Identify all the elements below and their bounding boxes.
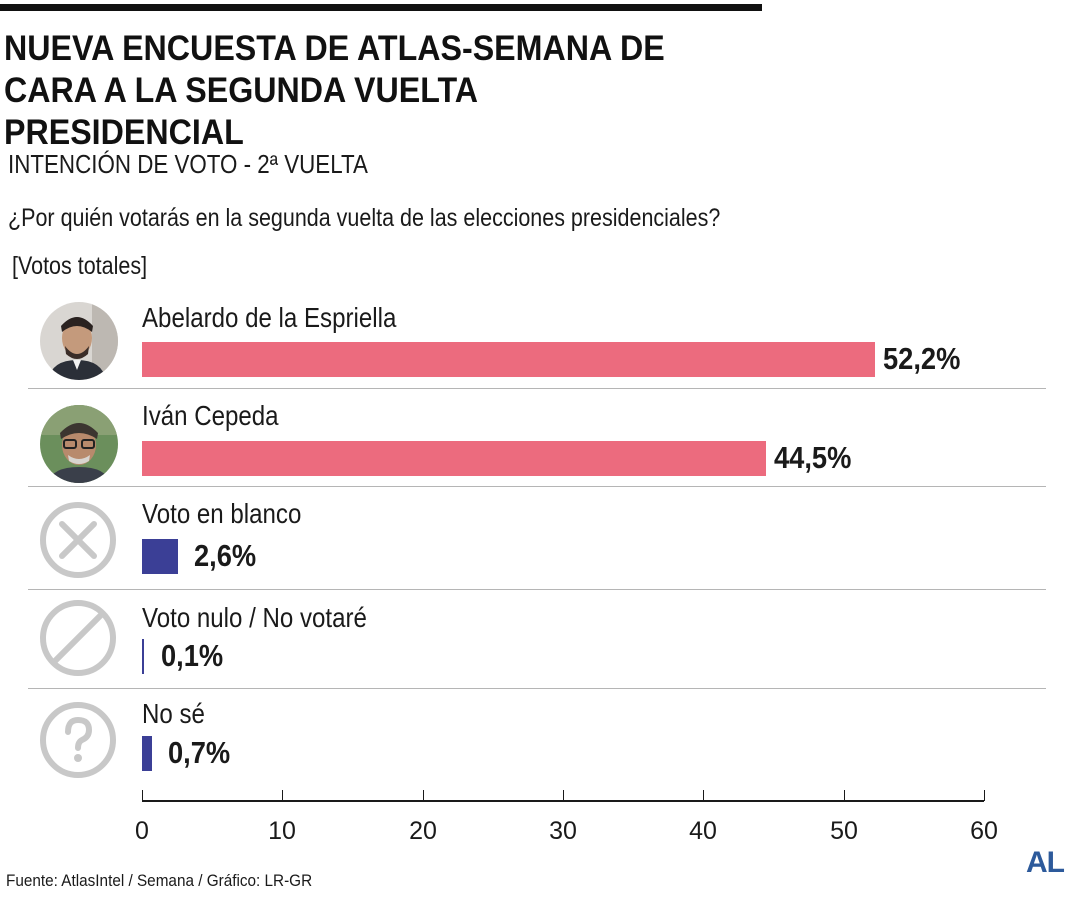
row-divider xyxy=(28,589,1046,590)
x-axis-tick-label: 10 xyxy=(268,817,296,845)
x-axis-tick xyxy=(984,790,985,801)
bar-cepeda xyxy=(142,441,767,476)
x-axis-tick xyxy=(844,790,845,801)
title-line-1: NUEVA ENCUESTA DE ATLAS-SEMANA DE xyxy=(4,29,665,68)
avatar xyxy=(40,405,118,483)
x-axis-tick xyxy=(423,790,424,801)
units-label: [Votos totales] xyxy=(12,252,148,280)
row-divider xyxy=(28,388,1046,389)
chart-title: NUEVA ENCUESTA DE ATLAS-SEMANA DE CARA A… xyxy=(4,28,722,154)
bar-value-label: 0,7% xyxy=(168,735,231,770)
category-label: Abelardo de la Espriella xyxy=(142,302,397,333)
prohibited-icon xyxy=(38,598,118,678)
bar-value-label: 2,6% xyxy=(194,538,257,573)
category-label: No sé xyxy=(142,698,205,729)
bar-value-label: 0,1% xyxy=(161,638,224,673)
x-circle-icon xyxy=(38,500,118,580)
category-label: Iván Cepeda xyxy=(142,400,279,431)
bar-voto-nulo xyxy=(142,639,144,674)
candidate-1-photo-icon xyxy=(40,302,118,380)
x-axis-tick-label: 20 xyxy=(409,817,437,845)
bar-voto-blanco xyxy=(142,539,179,574)
row-divider xyxy=(28,486,1046,487)
candidate-2-photo-icon xyxy=(40,405,118,483)
x-axis-tick xyxy=(142,790,143,801)
question-circle-icon xyxy=(38,700,118,780)
bar-value-label: 44,5% xyxy=(774,440,852,475)
survey-question: ¿Por quién votarás en la segunda vuelta … xyxy=(8,204,721,232)
row-divider xyxy=(28,688,1046,689)
source-note: Fuente: AtlasIntel / Semana / Gráfico: L… xyxy=(6,871,313,890)
chart-subtitle: INTENCIÓN DE VOTO - 2ª VUELTA xyxy=(8,149,368,179)
x-axis-tick xyxy=(703,790,704,801)
x-axis-line xyxy=(142,800,984,802)
x-axis-tick-label: 0 xyxy=(135,817,149,845)
x-axis-tick xyxy=(563,790,564,801)
avatar xyxy=(40,302,118,380)
bar-value-label: 52,2% xyxy=(882,341,960,376)
title-line-2: CARA A LA SEGUNDA VUELTA PRESIDENCIAL xyxy=(4,71,477,152)
x-axis-tick-label: 40 xyxy=(689,817,717,845)
x-axis-tick-label: 30 xyxy=(549,817,577,845)
x-axis-tick-label: 60 xyxy=(970,817,998,845)
x-axis-tick-label: 50 xyxy=(830,817,858,845)
brand-logo: AL xyxy=(1026,846,1065,879)
bar-no-se xyxy=(142,736,152,771)
x-axis-tick xyxy=(282,790,283,801)
top-rule xyxy=(0,4,762,11)
bar-espriella xyxy=(142,342,875,377)
category-label: Voto nulo / No votaré xyxy=(142,602,367,633)
category-label: Voto en blanco xyxy=(142,498,302,529)
